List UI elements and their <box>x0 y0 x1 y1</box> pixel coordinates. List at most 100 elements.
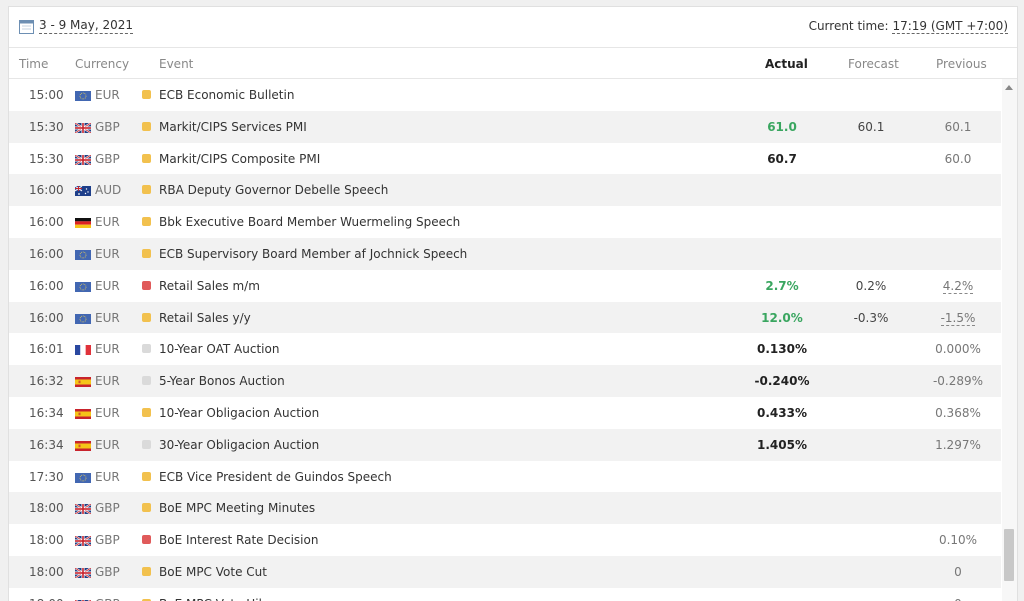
event-name[interactable]: 10-Year OAT Auction <box>159 342 280 357</box>
uk-flag-icon <box>74 121 92 134</box>
event-currency: EUR <box>95 437 120 452</box>
table-row[interactable]: 18:00 GBP BoE MPC Vote Hike 0 <box>9 588 1001 601</box>
table-row[interactable]: 16:01 EUR 10-Year OAT Auction 0.130% 0.000% <box>9 333 1001 365</box>
scroll-up-icon[interactable] <box>1005 85 1013 90</box>
event-time: 16:00 <box>29 183 64 198</box>
event-previous[interactable]: 4.2% <box>918 278 998 294</box>
scrollbar-thumb[interactable] <box>1004 529 1014 581</box>
event-name[interactable]: BoE MPC Vote Hike <box>159 597 273 601</box>
table-row[interactable]: 16:00 AUD RBA Deputy Governor Debelle Spee… <box>9 174 1001 207</box>
event-name[interactable]: BoE MPC Meeting Minutes <box>159 501 316 516</box>
current-time-label: Current time: <box>808 19 889 33</box>
event-actual: 1.405% <box>757 437 807 452</box>
event-previous: 0.10% <box>918 533 998 547</box>
event-previous-value: 0.10% <box>938 533 978 548</box>
event-time: 17:30 <box>29 469 64 484</box>
table-row[interactable]: 16:00 EUR ECB Supervisory Board Member af … <box>9 237 1001 270</box>
vertical-scrollbar[interactable] <box>1002 79 1017 601</box>
table-row[interactable]: 16:00 EUR Bbk Executive Board Member Wuerm… <box>9 206 1001 238</box>
es-flag-icon <box>75 440 91 451</box>
table-row[interactable]: 15:00 EUR ECB Economic Bulletin <box>9 79 1001 111</box>
event-currency: GBP <box>95 119 120 134</box>
event-name[interactable]: ECB Economic Bulletin <box>159 88 295 102</box>
event-time: 15:00 <box>29 88 64 102</box>
event-actual: 60.7 <box>767 151 797 166</box>
importance-high-icon <box>142 280 151 290</box>
table-row[interactable]: 15:30 GBP Markit/CIPS Composite PMI 60.7 60.… <box>9 143 1001 175</box>
table-row[interactable]: 16:32 EUR 5-Year Bonos Auction -0.240% -0.28… <box>9 365 1001 397</box>
event-previous-value: 4.2% <box>942 278 974 294</box>
event-currency: EUR <box>95 405 120 420</box>
event-name[interactable]: ECB Supervisory Board Member af Jochnick… <box>159 246 468 261</box>
table-row[interactable]: 17:30 EUR ECB Vice President de Guindos Sp… <box>9 461 1001 493</box>
eu-flag-icon <box>75 90 91 101</box>
event-name[interactable]: BoE MPC Vote Cut <box>159 564 267 579</box>
de-flag-icon <box>75 217 91 229</box>
event-name[interactable]: Markit/CIPS Composite PMI <box>159 151 321 166</box>
event-time: 18:00 <box>29 564 64 579</box>
event-time: 18:00 <box>29 533 64 548</box>
column-header-actual: Actual <box>765 57 808 71</box>
event-currency: EUR <box>95 310 120 325</box>
table-header: Time Currency Event Actual Forecast Prev… <box>9 48 1017 79</box>
event-name[interactable]: Bbk Executive Board Member Wuermeling Sp… <box>159 215 461 230</box>
column-header-time: Time <box>19 57 49 71</box>
importance-low-icon <box>142 344 151 354</box>
event-name[interactable]: 30-Year Obligacion Auction <box>159 437 320 452</box>
event-name[interactable]: 5-Year Bonos Auction <box>159 374 285 389</box>
uk-flag-icon <box>74 567 92 579</box>
event-forecast: 0.2% <box>855 278 887 293</box>
current-time: Current time: 17:19 (GMT +7:00) <box>808 19 1008 34</box>
table-row[interactable]: 16:00 EUR Retail Sales m/m 2.7% 0.2% 4.2% <box>9 270 1001 302</box>
importance-medium-icon <box>142 153 151 163</box>
es-flag-icon <box>75 408 91 419</box>
calendar-toolbar: 3 - 9 May, 2021 Current time: 17:19 (GMT… <box>9 7 1017 48</box>
event-actual: 0.130% <box>757 342 807 357</box>
importance-low-icon <box>142 439 151 449</box>
date-range-text[interactable]: 3 - 9 May, 2021 <box>39 18 134 34</box>
event-forecast: 60.1 <box>857 119 885 134</box>
event-name[interactable]: BoE Interest Rate Decision <box>159 533 319 548</box>
event-time: 16:34 <box>29 405 64 420</box>
event-previous: 0 <box>918 565 998 579</box>
date-range-picker[interactable]: 3 - 9 May, 2021 <box>19 18 134 34</box>
event-name[interactable]: 10-Year Obligacion Auction <box>159 405 320 420</box>
table-row[interactable]: 18:00 GBP BoE Interest Rate Decision 0.10% <box>9 524 1001 556</box>
table-row[interactable]: 16:34 EUR 30-Year Obligacion Auction 1.405%… <box>9 428 1001 461</box>
event-name[interactable]: Markit/CIPS Services PMI <box>159 119 307 134</box>
event-time: 18:00 <box>29 501 64 516</box>
event-previous-value: 60.1 <box>944 119 972 134</box>
importance-high-icon <box>142 535 151 545</box>
table-row[interactable]: 15:30 GBP Markit/CIPS Services PMI 61.0 60.1… <box>9 110 1001 143</box>
event-name[interactable]: RBA Deputy Governor Debelle Speech <box>159 183 389 198</box>
event-currency: GBP <box>95 533 120 548</box>
importance-medium-icon <box>142 217 151 227</box>
importance-medium-icon <box>142 503 151 513</box>
importance-medium-icon <box>142 312 151 322</box>
eu-flag-icon <box>75 472 91 483</box>
table-row[interactable]: 18:00 GBP BoE MPC Vote Cut 0 <box>9 555 1001 588</box>
event-forecast: -0.3% <box>853 310 889 325</box>
event-name[interactable]: Retail Sales y/y <box>159 310 251 325</box>
table-row[interactable]: 18:00 GBP BoE MPC Meeting Minutes <box>9 492 1001 525</box>
event-time: 16:00 <box>29 310 64 325</box>
uk-flag-icon <box>74 153 92 166</box>
event-currency: EUR <box>95 374 120 389</box>
table-row[interactable]: 16:34 EUR 10-Year Obligacion Auction 0.433%… <box>9 397 1001 429</box>
event-name[interactable]: ECB Vice President de Guindos Speech <box>159 469 392 484</box>
importance-medium-icon <box>142 566 151 576</box>
event-previous-value: 1.297% <box>935 437 981 452</box>
event-currency: EUR <box>95 469 120 484</box>
event-previous[interactable]: -1.5% <box>918 310 998 326</box>
event-actual: 0.433% <box>757 405 807 420</box>
event-time: 18:00 <box>29 597 64 601</box>
current-time-value[interactable]: 17:19 (GMT +7:00) <box>892 19 1008 34</box>
importance-medium-icon <box>142 407 151 417</box>
column-header-event: Event <box>159 57 194 71</box>
event-previous: 0.000% <box>918 342 998 356</box>
event-name[interactable]: Retail Sales m/m <box>159 278 260 293</box>
table-row[interactable]: 16:00 EUR Retail Sales y/y 12.0% -0.3% -1.5% <box>9 301 1001 334</box>
event-currency: EUR <box>95 88 120 102</box>
event-previous: 60.1 <box>918 120 998 134</box>
eu-flag-icon <box>75 281 91 292</box>
